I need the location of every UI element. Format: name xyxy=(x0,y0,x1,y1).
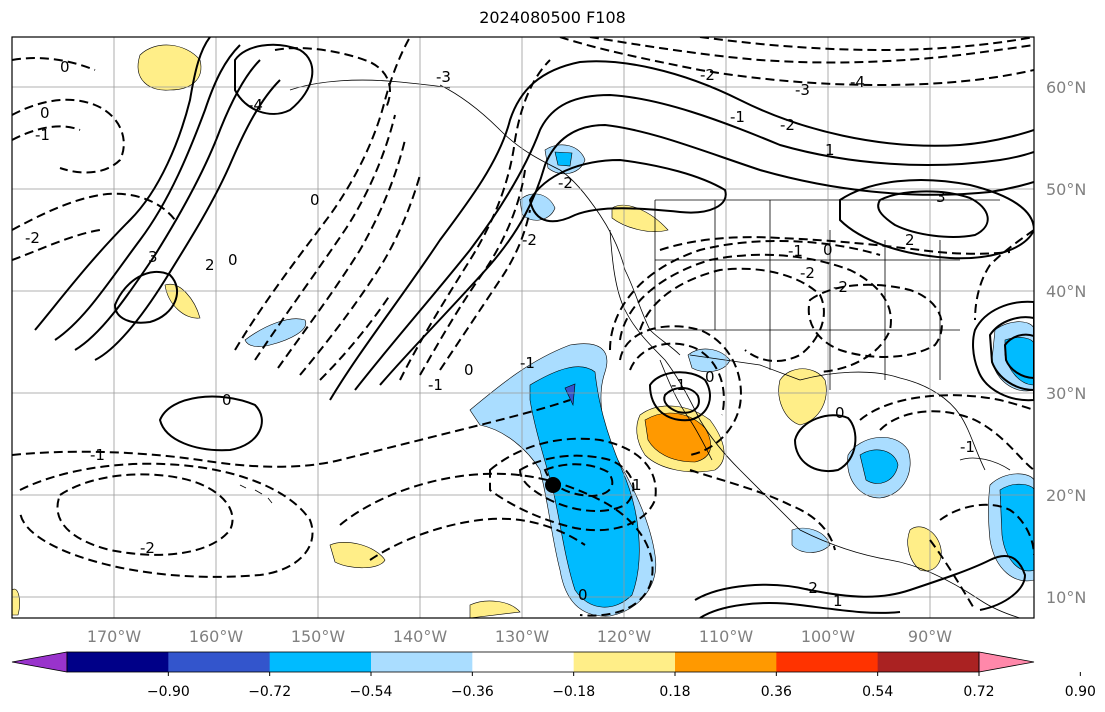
colorbar-segment xyxy=(573,652,676,672)
contour-label: 3 xyxy=(936,188,946,206)
contour-label: -4 xyxy=(248,96,263,114)
contour-label: 0 xyxy=(40,104,50,122)
lat-label: 50°N xyxy=(1046,180,1086,199)
contour-label: -2 xyxy=(140,539,155,557)
colorbar-segment xyxy=(168,652,271,672)
contour-label: 0 xyxy=(578,586,588,604)
contour-label: -4 xyxy=(850,73,865,91)
lon-label: 160°W xyxy=(189,627,244,646)
contour-label: -1 xyxy=(671,376,686,394)
contour-labels: 0 0 -1 -4 -2 -3 -2 -1 -2 -3 -4 0 -2 3 2 … xyxy=(25,58,975,610)
colorbar-label: −0.72 xyxy=(248,684,291,700)
latitude-labels: 60°N 50°N 40°N 30°N 20°N 10°N xyxy=(1046,78,1086,607)
contour-label: -1 xyxy=(520,354,535,372)
map-frame xyxy=(11,36,1035,619)
lat-label: 40°N xyxy=(1046,282,1086,301)
contour-label: 2 xyxy=(905,231,915,249)
longitude-labels: 170°W 160°W 150°W 140°W 130°W 120°W 110°… xyxy=(87,627,952,646)
colorbar-label: 0.18 xyxy=(659,684,690,700)
colorbar-extend-high xyxy=(978,651,1035,673)
colorbar-frame xyxy=(66,651,980,673)
coastlines xyxy=(239,79,1021,618)
lon-label: 120°W xyxy=(597,627,652,646)
contour-label: -2 xyxy=(780,116,795,134)
lon-label: 100°W xyxy=(801,627,856,646)
shaded-field xyxy=(12,44,1034,618)
contour-label: 0 xyxy=(228,251,238,269)
contour-label: 0 xyxy=(60,58,70,76)
colorbar-segment xyxy=(675,652,777,672)
contour-label: -2 xyxy=(803,579,818,597)
colorbar-label: −0.54 xyxy=(350,684,393,700)
contour-label: -2 xyxy=(558,174,573,192)
colorbar-labels: −0.90 −0.72 −0.54 −0.36 −0.18 0.18 0.36 0.54 0.7… xyxy=(147,672,1096,700)
contour-label: 1 xyxy=(632,476,642,494)
colorbar-segment xyxy=(877,652,980,672)
colorbar-label: −0.36 xyxy=(451,684,494,700)
lat-label: 60°N xyxy=(1046,78,1086,97)
contour-label: -1 xyxy=(788,242,803,260)
contour-label: -2 xyxy=(522,231,537,249)
lat-label: 10°N xyxy=(1046,588,1086,607)
contour-label: 2 xyxy=(205,256,215,274)
colorbar-segment xyxy=(67,652,169,672)
lat-label: 20°N xyxy=(1046,486,1086,505)
contour-label: -3 xyxy=(436,68,451,86)
contour-label: -1 xyxy=(90,446,105,464)
lon-label: 140°W xyxy=(393,627,448,646)
contour-label: 0 xyxy=(222,391,232,409)
colorbar-label: 0.90 xyxy=(1065,684,1096,700)
contour-label: -2 xyxy=(25,229,40,247)
lon-label: 110°W xyxy=(699,627,754,646)
contour-label: 0 xyxy=(823,241,833,259)
colorbar-label: −0.90 xyxy=(147,684,190,700)
colorbar-segment xyxy=(776,652,879,672)
lon-label: 130°W xyxy=(495,627,550,646)
positive-contours xyxy=(34,37,1034,618)
colorbar-label: −0.18 xyxy=(552,684,595,700)
colorbar-label: 0.36 xyxy=(761,684,792,700)
colorbar-label: 0.72 xyxy=(963,684,994,700)
lon-label: 150°W xyxy=(291,627,346,646)
graticule xyxy=(12,37,1034,618)
storm-center-dot xyxy=(545,477,561,493)
colorbar-segment xyxy=(472,652,575,672)
contour-label: 0 xyxy=(310,191,320,209)
contour-label: 0 xyxy=(464,361,474,379)
contour-label: -1 xyxy=(35,126,50,144)
contour-label: 3 xyxy=(148,248,158,266)
contour-label: -1 xyxy=(730,108,745,126)
lon-label: 170°W xyxy=(87,627,142,646)
contour-label: -3 xyxy=(795,81,810,99)
colorbar-segment xyxy=(371,652,473,672)
colorbar-label: 0.54 xyxy=(862,684,893,700)
lon-label: 90°W xyxy=(908,627,952,646)
negative-contours xyxy=(12,37,1034,617)
lat-label: 30°N xyxy=(1046,384,1086,403)
colorbar xyxy=(11,651,1035,673)
contour-label: -2 xyxy=(833,278,848,296)
contour-label: 1 xyxy=(833,592,843,610)
contour-label: -1 xyxy=(428,376,443,394)
contour-label: 1 xyxy=(825,141,835,159)
contour-label: 0 xyxy=(705,368,715,386)
colorbar-extend-low xyxy=(11,651,68,673)
contour-label: -1 xyxy=(960,438,975,456)
map-title: 2024080500 F108 xyxy=(479,8,626,27)
colorbar-segment xyxy=(269,652,372,672)
contour-label: 0 xyxy=(835,404,845,422)
map-area: 0 0 -1 -4 -2 -3 -2 -1 -2 -3 -4 0 -2 3 2 … xyxy=(12,37,1034,618)
contour-label: -2 xyxy=(700,66,715,84)
contour-label: -2 xyxy=(800,264,815,282)
